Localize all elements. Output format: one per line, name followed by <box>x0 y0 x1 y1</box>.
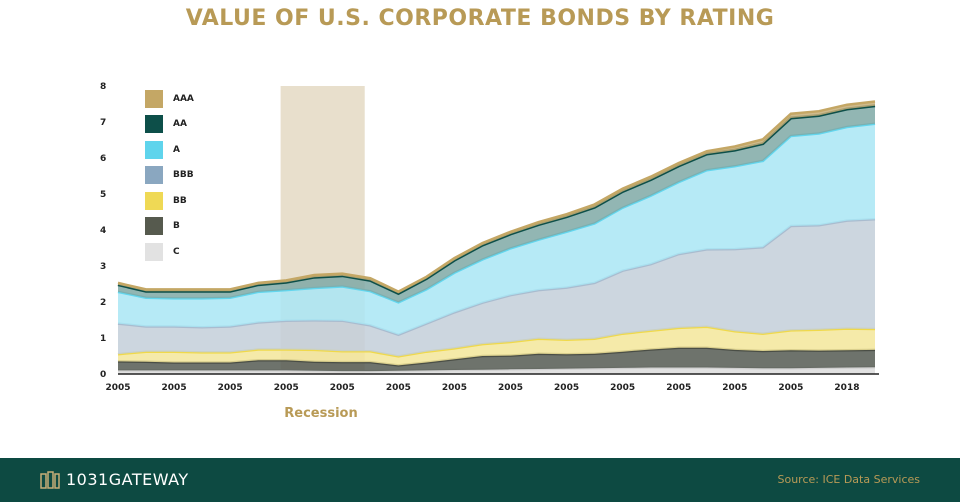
x-tick-label: 2005 <box>105 383 130 393</box>
legend-label: A <box>173 144 180 155</box>
x-tick-label: 2005 <box>498 383 523 393</box>
legend-label: AAA <box>173 93 194 104</box>
legend-item-bbb: BBB <box>145 163 235 189</box>
legend-label: BB <box>173 195 187 206</box>
legend-swatch <box>145 242 163 261</box>
source-note: Source: ICE Data Services <box>777 473 920 486</box>
chart-title: VALUE OF U.S. CORPORATE BONDS BY RATING <box>185 6 775 31</box>
y-tick-label: 6 <box>100 154 106 164</box>
stacked-area-chart: 0 1 2 3 4 5 6 7 8 2005 2005 2005 2005 2005 2005 2005 200… <box>100 82 879 393</box>
y-tick-label: 2 <box>100 298 106 308</box>
y-tick-label: 0 <box>100 370 106 380</box>
chart-legend: AAA AA A BBB BB B C <box>145 86 235 265</box>
legend-swatch <box>145 191 163 210</box>
x-tick-label: 2005 <box>666 383 691 393</box>
legend-item-aaa: AAA <box>145 86 235 112</box>
brand-logo: 1031GATEWAY <box>40 470 189 489</box>
recession-label: Recession <box>284 406 358 421</box>
area-bb <box>118 326 875 366</box>
x-tick-label: 2005 <box>442 383 467 393</box>
x-tick-label: 2005 <box>330 383 355 393</box>
y-tick-label: 1 <box>100 334 106 344</box>
legend-swatch <box>145 115 163 134</box>
legend-swatch <box>145 140 163 159</box>
legend-label: B <box>173 221 180 232</box>
legend-label: BBB <box>173 170 194 181</box>
legend-swatch <box>145 89 163 108</box>
area-b <box>118 347 875 372</box>
logo-text: 1031GATEWAY <box>66 470 189 489</box>
legend-swatch <box>145 166 163 185</box>
gateway-logo-icon <box>40 470 60 489</box>
footer-bar <box>0 458 960 502</box>
legend-item-aa: AA <box>145 112 235 138</box>
legend-label: C <box>173 246 180 257</box>
x-tick-label: 2005 <box>778 383 803 393</box>
legend-label: AA <box>173 119 187 130</box>
legend-item-b: B <box>145 214 235 240</box>
y-tick-label: 4 <box>100 226 106 236</box>
x-tick-label: 2005 <box>386 383 411 393</box>
y-tick-label: 7 <box>100 118 106 128</box>
area-aa <box>118 105 875 303</box>
area-a <box>118 123 875 335</box>
x-tick-label: 2005 <box>218 383 243 393</box>
x-tick-label: 2018 <box>834 383 859 393</box>
x-tick-label: 2005 <box>722 383 747 393</box>
x-tick-label: 2005 <box>554 383 579 393</box>
x-tick-label: 2005 <box>274 383 299 393</box>
legend-swatch <box>145 217 163 236</box>
y-tick-label: 8 <box>100 82 106 92</box>
line-aaa <box>117 100 876 293</box>
y-tick-label: 5 <box>100 190 106 200</box>
legend-item-c: C <box>145 239 235 265</box>
legend-item-a: A <box>145 137 235 163</box>
y-tick-label: 3 <box>100 262 106 272</box>
x-tick-label: 2005 <box>610 383 635 393</box>
legend-item-bb: BB <box>145 188 235 214</box>
x-tick-label: 2005 <box>162 383 187 393</box>
